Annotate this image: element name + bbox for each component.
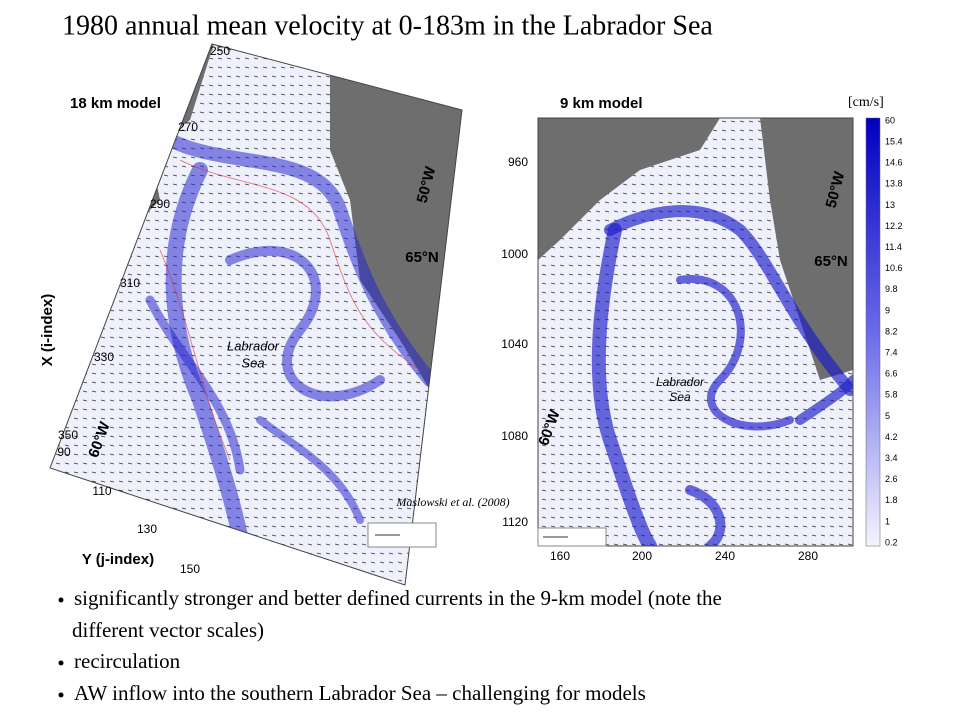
x-tick-label: 310 — [120, 276, 140, 290]
colorbar-label: 4.2 — [885, 432, 898, 442]
colorbar-label: 13.8 — [885, 179, 903, 189]
bullet-text: AW inflow into the southern Labrador Sea… — [74, 681, 646, 705]
colorbar-label: 3.4 — [885, 453, 898, 463]
colorbar-label: 13 — [885, 200, 895, 210]
x-tick-label: 1120 — [502, 515, 528, 529]
x-tick-label: 350 — [58, 428, 78, 442]
colorbar-label: 14.6 — [885, 158, 903, 168]
y-tick-label: 150 — [180, 562, 200, 576]
right-map-frame — [537, 117, 854, 547]
colorbar-label: 8.2 — [885, 326, 898, 336]
axis-label: Y (j-index) — [82, 551, 154, 568]
slide-title: 1980 annual mean velocity at 0-183m in t… — [62, 10, 713, 41]
vector-scale-box — [537, 527, 607, 547]
sea-label: Labrador — [227, 338, 280, 353]
colorbar-label: 7.4 — [885, 347, 898, 357]
colorbar-label: 9 — [885, 305, 890, 315]
colorbar-label: 15.4 — [885, 136, 903, 146]
x-tick-label: 330 — [94, 350, 114, 364]
x-tick-label: 250 — [210, 44, 230, 58]
bullet-text: significantly stronger and better define… — [74, 586, 722, 610]
bullet-text: different vector scales) — [72, 618, 264, 642]
colorbar-label: 11.4 — [885, 242, 902, 252]
left-map-frame — [49, 43, 463, 586]
y-tick-label: 110 — [92, 484, 111, 498]
colorbar-label: 9.8 — [885, 284, 898, 294]
colorbar-label: 1.8 — [885, 495, 898, 505]
bullet-dot — [58, 692, 64, 698]
colorbar-label: 5 — [885, 411, 890, 421]
colorbar-label: 1 — [885, 516, 890, 526]
colorbar-unit: [cm/s] — [848, 95, 884, 110]
bullet-dot — [58, 597, 64, 603]
colorbar-label: 2.6 — [885, 474, 898, 484]
y-tick-label: 130 — [137, 522, 157, 536]
y-tick-label: 160 — [550, 549, 570, 563]
colorbar-label: 60 — [885, 115, 895, 125]
right-map — [538, 118, 853, 546]
x-tick-label: 1000 — [501, 247, 528, 261]
x-tick-label: 1040 — [501, 337, 528, 351]
colorbar — [865, 117, 881, 547]
map-label: 18 km model — [70, 95, 161, 112]
x-tick-label: 290 — [150, 197, 170, 211]
bullet-text: recirculation — [74, 649, 181, 673]
colorbar-label: 6.6 — [885, 369, 898, 379]
lat-label: 65°N — [814, 253, 848, 270]
x-tick-label: 960 — [508, 155, 528, 169]
lat-label: 65°N — [405, 249, 439, 266]
colorbar-label: 12.2 — [885, 221, 903, 231]
y-tick-label: 90 — [57, 445, 71, 459]
sea-label: Labrador — [656, 375, 705, 389]
axis-label: X (i-index) — [39, 294, 56, 367]
x-tick-label: 1080 — [501, 429, 528, 443]
y-tick-label: 280 — [798, 549, 818, 563]
x-tick-label: 270 — [178, 120, 198, 134]
citation: Maslowski et al. (2008) — [395, 495, 509, 509]
map-label: 9 km model — [560, 95, 643, 112]
colorbar-label: 0.2 — [885, 537, 898, 547]
y-tick-label: 200 — [632, 549, 652, 563]
bullet-dot — [58, 660, 64, 666]
colorbar-label: 5.8 — [885, 390, 898, 400]
colorbar-label: 10.6 — [885, 263, 903, 273]
sea-label: Sea — [241, 355, 264, 370]
y-tick-label: 240 — [715, 549, 735, 563]
sea-label: Sea — [669, 390, 691, 404]
